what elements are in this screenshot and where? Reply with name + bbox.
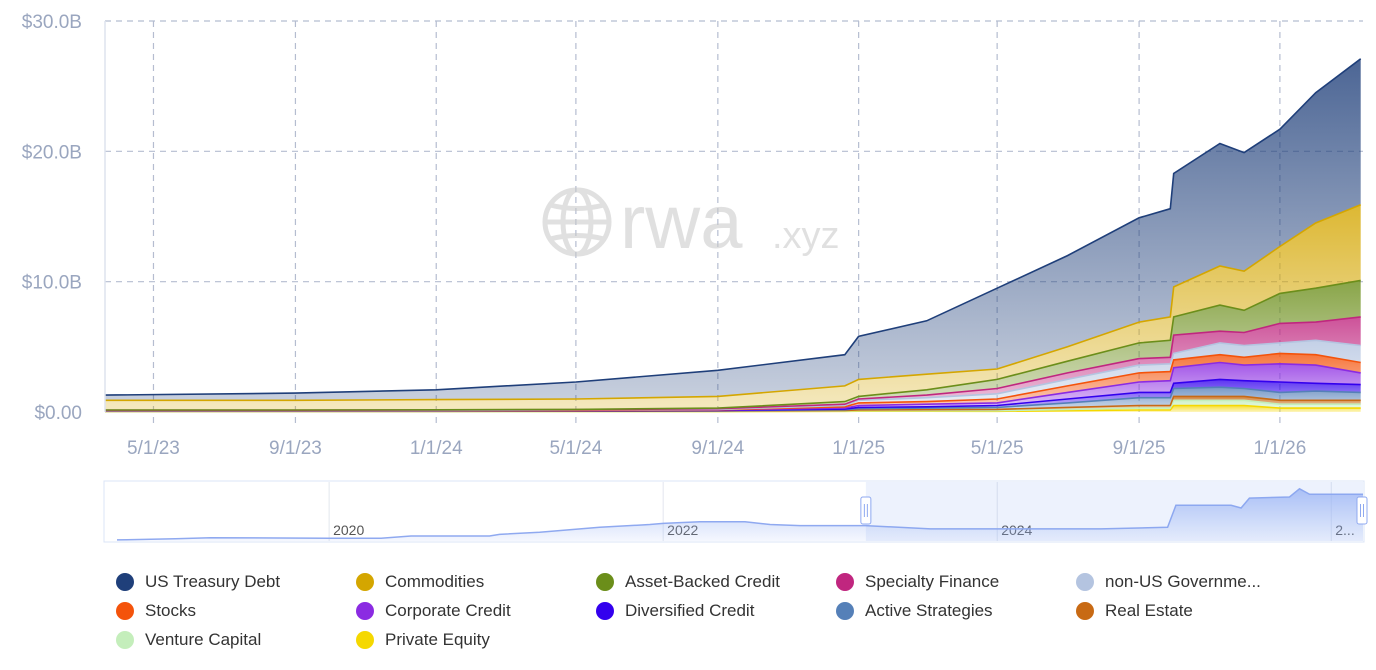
watermark-suffix: .xyz xyxy=(772,215,840,257)
legend-dot-icon xyxy=(836,601,854,620)
x-tick-label: 5/1/23 xyxy=(127,438,180,459)
legend-label: Specialty Finance xyxy=(865,571,1000,591)
x-tick-label: 5/1/25 xyxy=(971,438,1024,459)
legend-dot-icon xyxy=(596,601,614,620)
legend-item[interactable]: Specialty Finance xyxy=(836,571,1076,592)
area-venture-capital xyxy=(105,400,1361,412)
x-tick-label: 1/1/24 xyxy=(410,438,463,459)
legend-dot-icon xyxy=(356,630,374,649)
x-tick-label: 9/1/24 xyxy=(691,438,744,459)
navigator-year-label: 2020 xyxy=(333,522,364,538)
y-tick-label: $20.0B xyxy=(22,142,82,163)
area-commodities xyxy=(105,204,1361,410)
x-tick-label: 1/1/25 xyxy=(832,438,885,459)
area-non-us-government-debt xyxy=(105,340,1361,411)
navigator-line xyxy=(116,487,1363,541)
legend-item[interactable]: Asset-Backed Credit xyxy=(596,571,836,592)
y-tick-label: $30.0B xyxy=(22,12,82,33)
line-asset-backed-credit xyxy=(105,279,1361,411)
legend-item[interactable]: Real Estate xyxy=(1076,600,1316,621)
legend-label: Commodities xyxy=(385,571,485,591)
legend-label: Real Estate xyxy=(1105,600,1193,620)
navigator-area xyxy=(117,488,1363,541)
legend-label: Private Equity xyxy=(385,629,490,649)
stacked-area-chart: rwa .xyz $0.00 $10.0B $20.0B $30.0B 5/1/23 9/… xyxy=(22,12,1368,543)
legend-item[interactable]: Corporate Credit xyxy=(356,600,596,621)
area-us-treasury-debt xyxy=(105,58,1361,401)
legend-dot-icon xyxy=(116,572,134,591)
watermark-text: rwa xyxy=(620,180,743,265)
legend-dot-icon xyxy=(1076,572,1094,591)
watermark: rwa .xyz xyxy=(542,180,840,265)
legend-dot-icon xyxy=(356,601,374,620)
legend-item[interactable]: Active Strategies xyxy=(836,600,1076,621)
globe-icon xyxy=(542,187,612,257)
navigator-handle-right[interactable] xyxy=(1356,496,1368,525)
legend-label: Corporate Credit xyxy=(385,600,511,620)
legend-dot-icon xyxy=(596,572,614,591)
legend-label: Asset-Backed Credit xyxy=(625,571,780,591)
legend-label: non-US Governme... xyxy=(1105,571,1261,591)
legend-dot-icon xyxy=(1076,601,1094,620)
area-diversified-credit xyxy=(105,379,1361,411)
legend-dot-icon xyxy=(116,630,134,649)
legend-label: Stocks xyxy=(145,600,197,620)
legend-item[interactable]: non-US Governme... xyxy=(1076,571,1316,592)
legend-label: US Treasury Debt xyxy=(145,571,281,591)
area-active-strategies xyxy=(105,387,1361,412)
legend-label: Diversified Credit xyxy=(625,600,755,620)
axes: $0.00 $10.0B $20.0B $30.0B 5/1/23 9/1/23 1/1/2… xyxy=(22,12,1307,459)
area-real-estate xyxy=(105,396,1361,412)
legend: US Treasury Debt Commodities Asset-Backed … xyxy=(116,571,1316,650)
x-tick-label: 9/1/23 xyxy=(269,438,322,459)
x-tick-label: 5/1/24 xyxy=(549,438,602,459)
area-corporate-credit xyxy=(105,362,1361,411)
series-lines xyxy=(104,58,1362,413)
legend-dot-icon xyxy=(836,572,854,591)
legend-item[interactable]: Venture Capital xyxy=(116,629,356,650)
legend-dot-icon xyxy=(356,572,374,591)
line-commodities xyxy=(105,204,1361,402)
legend-item[interactable]: Stocks xyxy=(116,600,356,621)
area-stocks xyxy=(105,353,1361,411)
navigator-selection[interactable] xyxy=(865,482,1363,541)
legend-dot-icon xyxy=(116,601,134,620)
legend-label: Venture Capital xyxy=(145,629,262,649)
data-zoom-navigator[interactable]: 2020202220242... xyxy=(103,480,1368,543)
legend-item[interactable]: Private Equity xyxy=(356,629,596,650)
x-tick-label: 9/1/25 xyxy=(1113,438,1166,459)
navigator-handle-left[interactable] xyxy=(860,496,872,525)
legend-item[interactable]: US Treasury Debt xyxy=(116,571,356,592)
y-tick-label: $10.0B xyxy=(22,273,82,294)
legend-label: Active Strategies xyxy=(865,600,993,620)
x-tick-label: 1/1/26 xyxy=(1253,438,1306,459)
legend-item[interactable]: Diversified Credit xyxy=(596,600,836,621)
legend-item[interactable]: Commodities xyxy=(356,571,596,592)
y-tick-label: $0.00 xyxy=(34,403,82,424)
line-us-treasury-debt xyxy=(104,58,1362,396)
